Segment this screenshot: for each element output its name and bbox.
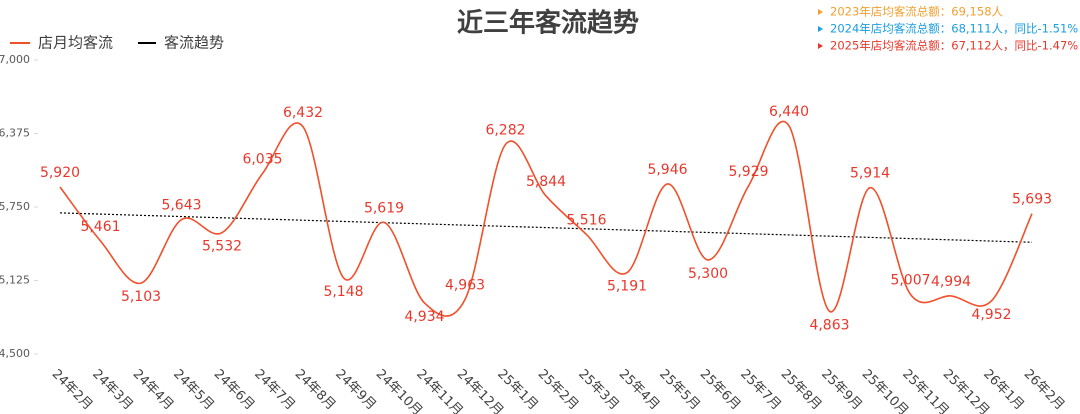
legend-label: 客流趋势	[164, 34, 224, 52]
data-label: 5,300	[688, 266, 728, 282]
data-label: 4,952	[971, 307, 1011, 323]
x-tick-label: 24年5月	[170, 367, 217, 414]
x-tick-label: 25年4月	[616, 367, 663, 414]
x-tick-label: 25年5月	[656, 367, 703, 414]
x-tick-label: 24年9月	[332, 367, 379, 414]
data-label: 5,532	[202, 239, 242, 255]
data-label: 6,440	[769, 104, 809, 120]
data-label: 5,103	[121, 289, 161, 305]
data-label: 5,461	[80, 219, 120, 235]
data-label: 5,914	[850, 166, 890, 182]
data-label: 5,844	[526, 174, 566, 190]
data-label: 4,963	[445, 278, 485, 294]
annotation-marker	[818, 9, 823, 15]
y-tick-label: 5,750	[0, 200, 30, 213]
data-label: 5,929	[728, 164, 768, 180]
x-tick-label: 24年8月	[292, 367, 339, 414]
x-tick-label: 24年3月	[89, 367, 136, 414]
x-tick-label: 24年6月	[211, 367, 258, 414]
series-line	[59, 120, 1033, 317]
x-tick-label: 25年6月	[697, 367, 744, 414]
annotation: 2024年店均客流总额：68,111人，同比-1.51%	[830, 22, 1078, 36]
data-label: 4,934	[404, 309, 444, 325]
annotation-marker	[818, 43, 823, 49]
data-label: 4,994	[931, 274, 971, 290]
x-tick-label: 25年2月	[535, 367, 582, 414]
data-label: 5,148	[323, 284, 363, 300]
y-tick-label: 7,000	[0, 53, 30, 66]
legend-label: 店月均客流	[38, 34, 113, 52]
x-tick-label: 25年8月	[778, 367, 825, 414]
data-label: 6,432	[283, 105, 323, 121]
y-tick-label: 4,500	[0, 347, 30, 360]
data-label: 5,693	[1012, 192, 1052, 208]
x-tick-label: 24年7月	[251, 367, 298, 414]
data-label: 5,643	[161, 198, 201, 214]
x-tick-label: 24年4月	[130, 367, 177, 414]
x-tick-label: 25年7月	[737, 367, 784, 414]
x-tick-label: 25年9月	[818, 367, 865, 414]
x-tick-label: 26年2月	[1021, 367, 1068, 414]
data-label: 6,282	[485, 122, 525, 138]
annotation-marker	[818, 26, 823, 32]
data-label: 5,516	[566, 213, 606, 229]
y-tick-label: 5,125	[0, 274, 30, 287]
chart-title: 近三年客流趋势	[457, 8, 639, 39]
x-tick-label: 24年2月	[49, 367, 96, 414]
data-label: 5,946	[647, 162, 687, 178]
data-label: 6,035	[242, 151, 282, 167]
data-label: 5,920	[40, 165, 80, 181]
x-tick-label: 25年3月	[575, 367, 622, 414]
annotation: 2025年店均客流总额：67,112人，同比-1.47%	[830, 39, 1078, 53]
data-label: 5,191	[607, 279, 647, 295]
data-label: 4,863	[809, 317, 849, 333]
data-label: 5,007	[890, 272, 930, 288]
y-tick-label: 6,375	[0, 127, 30, 140]
annotation: 2023年店均客流总额：69,158人	[830, 5, 1004, 19]
data-label: 5,619	[364, 200, 404, 216]
